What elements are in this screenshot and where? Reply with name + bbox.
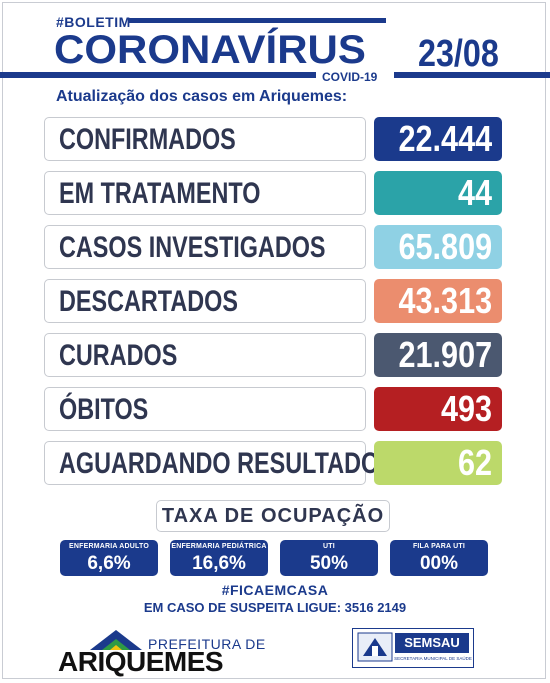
stat-label: ÓBITOS — [59, 393, 149, 426]
occupancy-title: TAXA DE OCUPAÇÃO — [161, 505, 385, 527]
stat-value-box: 62 — [374, 441, 502, 485]
stat-row-label-box: CURADOS — [44, 333, 366, 377]
ficaemcasa-hashtag: #FICAEMCASA — [221, 582, 329, 598]
stat-label: DESCARTADOS — [59, 285, 238, 318]
stat-row-label-box: AGUARDANDO RESULTADO — [44, 441, 379, 485]
stat-value: 43.313 — [398, 280, 492, 321]
occupancy-enfermaria-adulto: ENFERMARIA ADULTO 6,6% — [60, 540, 158, 576]
stat-value: 62 — [457, 442, 492, 483]
occupancy-label: FILA PARA UTI — [412, 543, 466, 550]
occupancy-enfermaria-pediatrica: ENFERMARIA PEDIÁTRICA 16,6% — [170, 540, 268, 576]
phone-line: EM CASO DE SUSPEITA LIGUE: 3516 2149 — [143, 600, 407, 615]
header-line-bottom — [0, 72, 316, 78]
ariquemes-text: ARIQUEMES — [58, 646, 224, 677]
prefeitura-logo: PREFEITURA DE ARIQUEMES — [58, 628, 265, 677]
occupancy-fila-uti: FILA PARA UTI 00% — [390, 540, 488, 576]
stat-label: CONFIRMADOS — [59, 123, 236, 156]
stat-value-box: 65.809 — [374, 225, 502, 269]
page-title: CORONAVÍRUS — [54, 28, 366, 72]
stat-label: CASOS INVESTIGADOS — [59, 231, 326, 264]
occupancy-value: 00% — [419, 553, 459, 574]
rondonia-flag-icon — [90, 630, 142, 650]
occupancy-value: 50% — [309, 553, 349, 574]
occupancy-label: ENFERMARIA PEDIÁTRICA — [171, 543, 267, 550]
stat-row-label-box: CONFIRMADOS — [44, 117, 366, 161]
stat-value-box: 21.907 — [374, 333, 502, 377]
occupancy-uti: UTI 50% — [280, 540, 378, 576]
stat-row-label-box: CASOS INVESTIGADOS — [44, 225, 366, 269]
semsau-emblem-icon — [357, 632, 393, 662]
occupancy-label: UTI — [323, 543, 335, 550]
boletim-hashtag: #BOLETIM — [56, 14, 131, 30]
stat-label: AGUARDANDO RESULTADO — [59, 447, 380, 480]
stat-value: 493 — [440, 388, 492, 429]
stat-value: 22.444 — [398, 118, 492, 159]
occupancy-label: ENFERMARIA ADULTO — [68, 543, 149, 550]
stat-value-box: 44 — [374, 171, 502, 215]
stat-value-box: 43.313 — [374, 279, 502, 323]
stat-row-label-box: DESCARTADOS — [44, 279, 366, 323]
header-line-top — [128, 18, 386, 23]
semsau-logo: SEMSAU SECRETARIA MUNICIPAL DE SAÚDE — [352, 628, 474, 668]
covid-label: COVID-19 — [322, 70, 378, 84]
occupancy-value: 6,6% — [87, 553, 131, 574]
update-subtitle: Atualização dos casos em Ariquemes: — [56, 88, 348, 105]
stat-row-label-box: EM TRATAMENTO — [44, 171, 366, 215]
header-line-right — [394, 72, 550, 78]
stat-value: 65.809 — [398, 226, 492, 267]
stat-value: 21.907 — [398, 334, 492, 375]
stat-value-box: 493 — [374, 387, 502, 431]
bulletin-date: 23/08 — [418, 33, 499, 75]
prefeitura-text: PREFEITURA DE — [148, 636, 266, 652]
semsau-text: SEMSAU — [395, 633, 469, 653]
stat-label: EM TRATAMENTO — [59, 177, 261, 210]
stat-row-label-box: ÓBITOS — [44, 387, 366, 431]
stat-value-box: 22.444 — [374, 117, 502, 161]
stat-label: CURADOS — [59, 339, 178, 372]
occupancy-title-box: TAXA DE OCUPAÇÃO — [156, 500, 390, 532]
occupancy-value: 16,6% — [192, 553, 246, 574]
semsau-subtext: SECRETARIA MUNICIPAL DE SAÚDE — [394, 656, 472, 661]
stat-value: 44 — [457, 172, 492, 213]
